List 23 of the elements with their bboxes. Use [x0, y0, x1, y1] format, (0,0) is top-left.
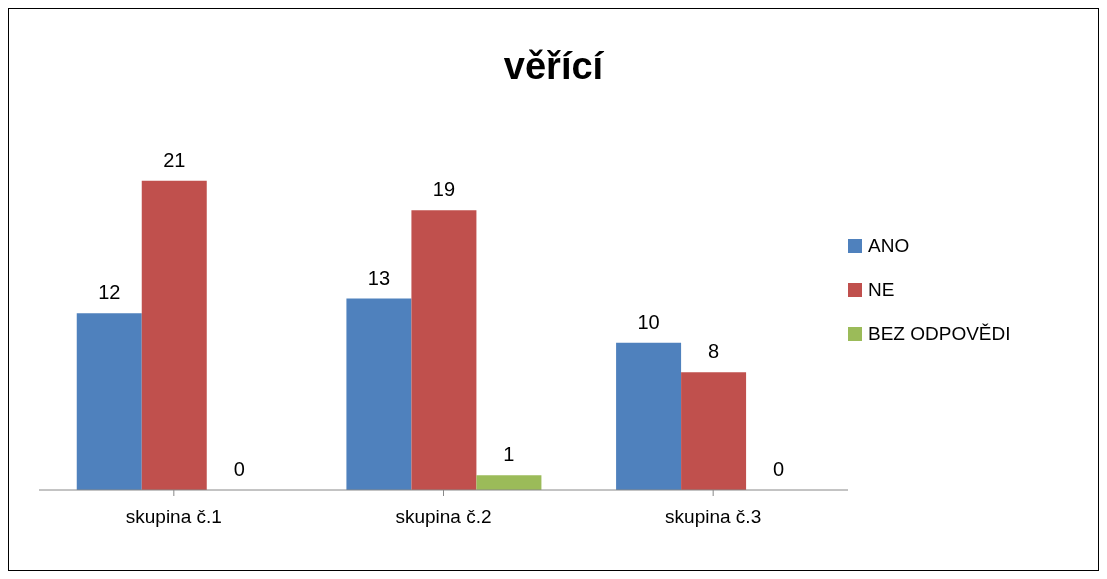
bar: [476, 475, 542, 490]
data-label: 10: [637, 310, 660, 333]
data-label: 0: [233, 457, 245, 480]
legend-label: NE: [868, 278, 895, 301]
legend-label: ANO: [868, 234, 910, 257]
x-tick-label: skupina č.1: [125, 506, 222, 528]
bar: [141, 180, 207, 490]
legend-label: BEZ ODPOVĚDI: [868, 322, 1011, 345]
bar: [76, 313, 142, 490]
data-label: 21: [163, 148, 186, 171]
x-tick-label: skupina č.3: [665, 506, 762, 528]
data-label: 19: [432, 178, 456, 201]
data-label: 8: [708, 340, 720, 363]
bar: [616, 342, 682, 490]
data-label: 13: [367, 266, 391, 289]
data-label: 1: [503, 443, 515, 466]
data-label: 12: [98, 281, 121, 304]
data-label: 0: [773, 457, 785, 480]
chart-title: věřící: [502, 45, 605, 88]
bar: [681, 372, 747, 490]
bar: [346, 298, 412, 490]
bar: [411, 210, 477, 490]
x-tick-label: skupina č.2: [395, 506, 492, 528]
